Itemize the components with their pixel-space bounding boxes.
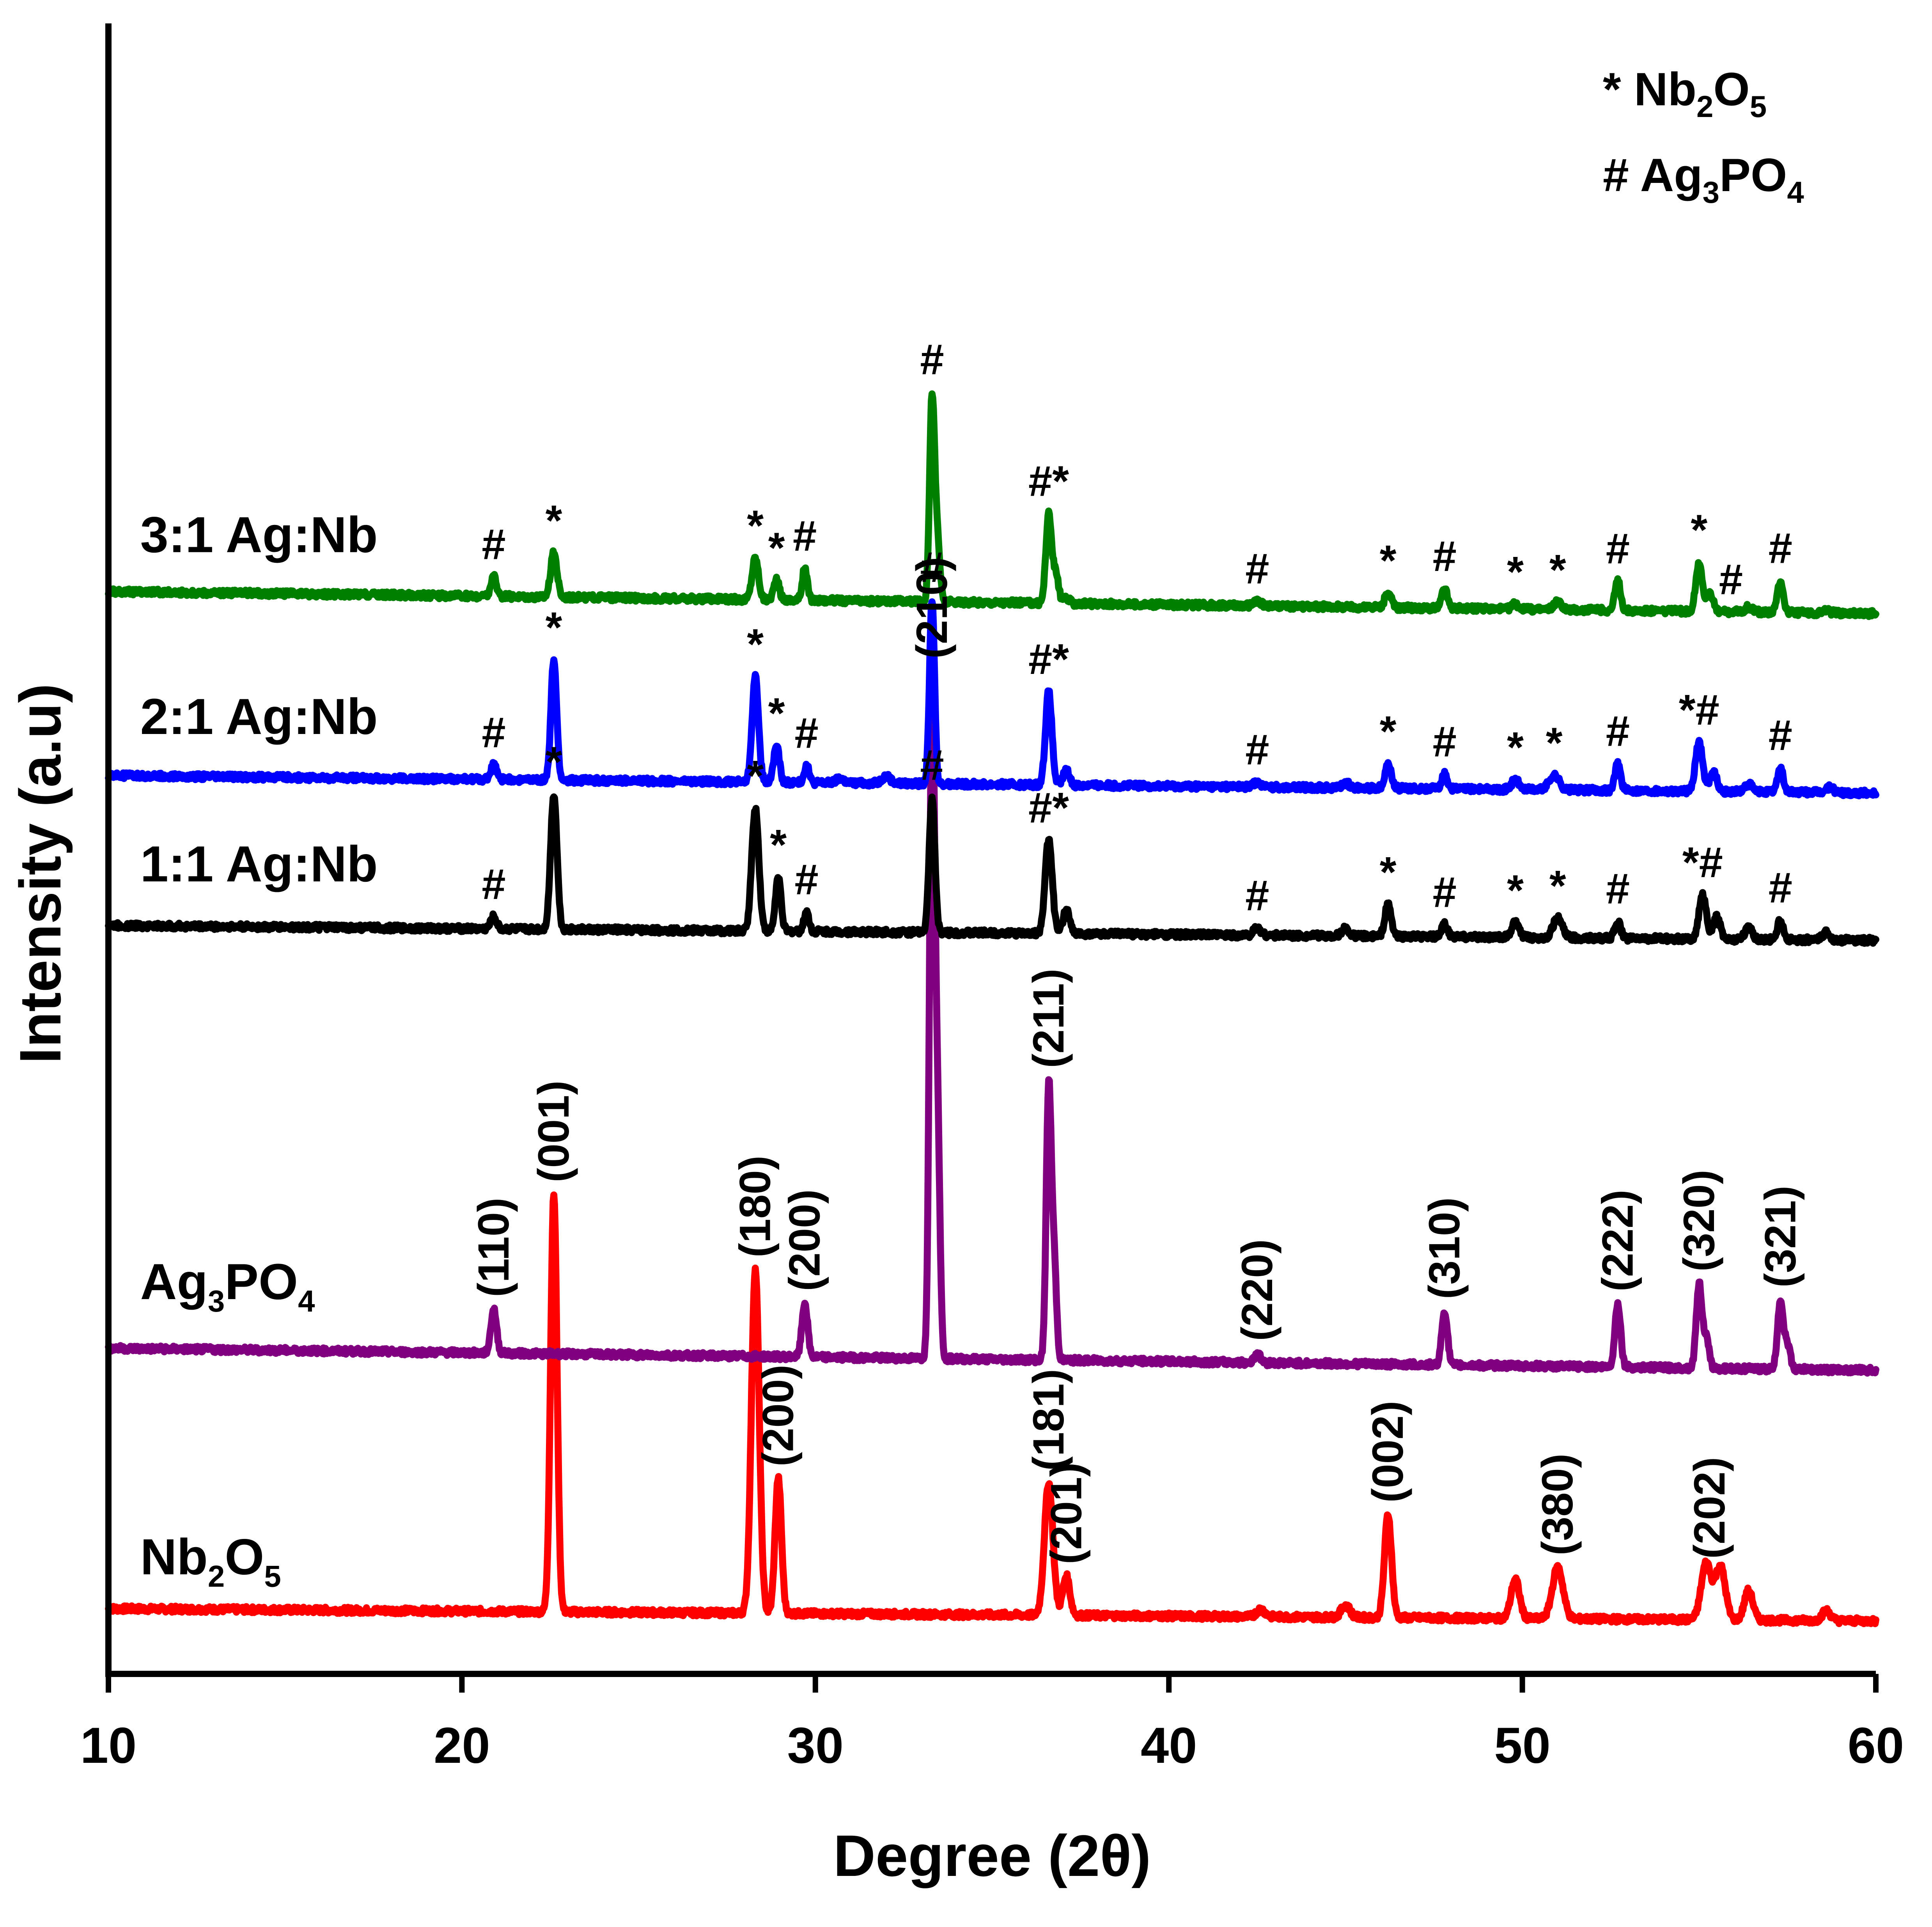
y-axis-title: Intensity (a.u) [7, 683, 73, 1064]
peak-marker: * [770, 821, 787, 869]
peak-marker: * [1380, 537, 1397, 585]
peak-marker: # [1433, 532, 1457, 580]
peak-marker: # [1606, 707, 1630, 755]
hkl-label: (220) [1233, 1239, 1282, 1341]
annotation-layer: (001)(180)(200) (181)(201)(002)(380) (202)… [469, 335, 1804, 1564]
x-tick-label: 60 [1848, 1717, 1904, 1774]
series-label-1-1-ag-nb: 1:1 Ag:Nb [140, 835, 378, 892]
peak-marker: * [1546, 719, 1563, 767]
peak-marker: #* [1028, 457, 1069, 505]
peak-marker: * [546, 496, 562, 544]
peak-marker: # [1719, 556, 1743, 604]
peak-marker: # [1433, 718, 1457, 766]
peak-marker: # [920, 543, 944, 591]
peak-marker: #* [1028, 635, 1069, 683]
peak-marker: * [747, 752, 764, 800]
hkl-label: (002) [1363, 1401, 1412, 1503]
x-tick-label: 40 [1141, 1717, 1197, 1774]
x-tick-label: 10 [80, 1717, 137, 1774]
series-labels: Nb2O5 Ag3PO4 1:1 Ag:Nb 2:1 Ag:Nb 3:1 Ag:Nb [140, 506, 378, 1594]
series-label-nb2o5: Nb2O5 [140, 1528, 281, 1594]
peak-marker: # [1245, 872, 1269, 920]
legend-entry-ag3po4: # Ag3PO4 [1603, 149, 1804, 209]
hkl-label: (202) [1685, 1457, 1734, 1559]
hkl-label: (320) [1675, 1170, 1723, 1271]
peak-marker: *# [1682, 839, 1723, 886]
peak-marker: # [482, 860, 505, 908]
hkl-label: (310) [1420, 1197, 1469, 1299]
peak-marker: # [1769, 864, 1792, 912]
peak-marker: * [1549, 862, 1566, 910]
hkl-label: (380) [1533, 1454, 1582, 1555]
hkl-label: (222) [1593, 1190, 1642, 1291]
trace-2-1-ag-nb [105, 598, 1879, 800]
x-ticks: 10 20 30 40 50 60 [80, 1674, 1904, 1774]
peak-marker: # [482, 709, 505, 757]
hkl-label: (200) [754, 1365, 803, 1466]
legend: * Nb2O5 # Ag3PO4 [1603, 63, 1804, 209]
series-label-ag3po4: Ag3PO4 [140, 1253, 315, 1318]
peak-marker: * [1507, 723, 1524, 771]
hkl-label: (321) [1756, 1186, 1804, 1287]
peak-marker: # [920, 741, 944, 789]
peak-marker: # [1769, 524, 1792, 572]
series-label-3-1-ag-nb: 3:1 Ag:Nb [140, 506, 378, 563]
x-tick-label: 50 [1494, 1717, 1551, 1774]
hkl-label: (001) [529, 1080, 578, 1182]
x-tick-label: 20 [434, 1717, 490, 1774]
hkl-label: (211) [1024, 969, 1073, 1068]
peak-marker: * [1380, 707, 1397, 755]
peak-marker: * [1507, 867, 1524, 915]
trace-layer [105, 390, 1879, 1627]
axes [105, 23, 1876, 1677]
peak-marker: # [793, 512, 817, 560]
peak-marker: # [1606, 525, 1630, 573]
peak-marker: # [1606, 865, 1630, 913]
peak-marker: # [482, 521, 505, 569]
hkl-label: (210) [908, 557, 956, 659]
peak-marker: #* [1028, 784, 1069, 832]
peak-marker: *# [1679, 686, 1719, 734]
peak-marker: # [795, 709, 819, 757]
peak-marker: # [1245, 726, 1269, 774]
hkl-label: (180) [731, 1156, 780, 1257]
peak-marker: * [1380, 848, 1397, 896]
x-tick-label: 30 [787, 1717, 844, 1774]
peak-marker: # [1245, 545, 1269, 593]
trace-1-1-ag-nb [105, 793, 1879, 947]
hkl-label: (200) [780, 1189, 829, 1291]
legend-entry-nb2o5: * Nb2O5 [1603, 63, 1767, 124]
series-label-2-1-ag-nb: 2:1 Ag:Nb [140, 688, 378, 745]
peak-marker: # [795, 856, 819, 904]
peak-marker: # [920, 335, 944, 383]
x-axis-title: Degree (2θ) [833, 1823, 1151, 1888]
peak-marker: * [1507, 548, 1524, 596]
peak-marker: * [747, 502, 764, 550]
peak-marker: * [768, 689, 785, 737]
hkl-label: (201) [1042, 1463, 1090, 1564]
peak-marker: # [1433, 868, 1457, 916]
peak-marker: * [768, 524, 785, 572]
trace-ag3po4 [105, 670, 1879, 1377]
peak-marker: * [546, 604, 562, 652]
hkl-label: (181) [1024, 1369, 1073, 1471]
peak-marker: * [1691, 506, 1707, 554]
peak-marker: * [546, 738, 562, 786]
peak-marker: * [747, 620, 764, 668]
trace-3-1-ag-nb [105, 390, 1879, 620]
trace-nb2o5 [105, 1191, 1879, 1627]
peak-marker: * [1549, 546, 1566, 594]
hkl-label: (110) [469, 1198, 518, 1297]
peak-marker: # [1769, 711, 1792, 759]
